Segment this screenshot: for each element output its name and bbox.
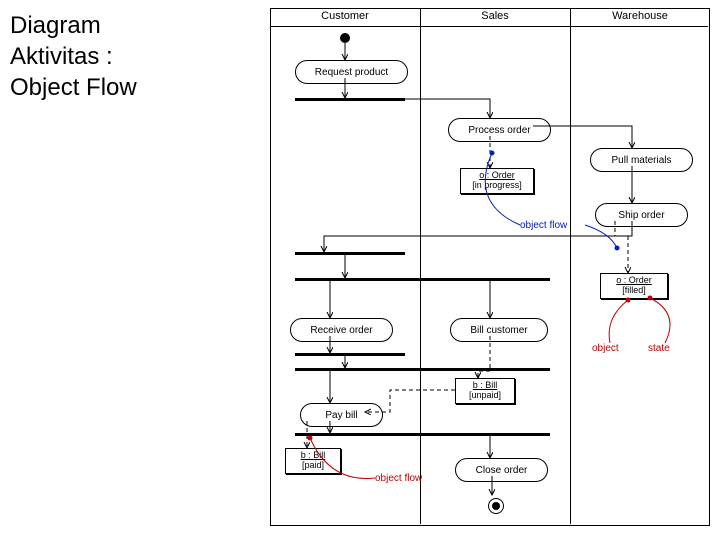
activity-receive: Receive order	[290, 318, 393, 342]
annotation-label: object flow	[375, 473, 422, 484]
activity-diagram: Customer Sales Warehouse Request product…	[270, 8, 710, 528]
activity-close: Close order	[455, 458, 548, 482]
final-node	[488, 498, 504, 514]
activity-ship: Ship order	[595, 203, 688, 227]
header-separator	[270, 26, 708, 27]
title-line1: DiagramAktivitas :Object Flow	[10, 12, 137, 101]
object-order_prog: o : Order[in progress]	[460, 168, 534, 194]
object-order_fill: o : Order[filled]	[600, 273, 668, 299]
activity-process: Process order	[448, 118, 551, 142]
page-title: DiagramAktivitas :Object Flow	[10, 10, 137, 104]
object-bill_paid: b : Bill[paid]	[285, 448, 341, 474]
annotation-label: object flow	[520, 220, 567, 231]
object-bill_unpaid: b : Bill[unpaid]	[455, 378, 515, 404]
sync-bar	[295, 98, 405, 101]
sync-bar	[295, 368, 550, 371]
annotation-label: object	[592, 343, 619, 354]
activity-request: Request product	[295, 60, 408, 84]
sync-bar	[295, 278, 550, 281]
activity-pull: Pull materials	[590, 148, 693, 172]
sync-bar	[295, 353, 405, 356]
activity-paybill: Pay bill	[300, 403, 383, 427]
activity-billcust: Bill customer	[450, 318, 548, 342]
sync-bar	[295, 433, 550, 436]
swimlane-header-customer: Customer	[270, 10, 420, 22]
initial-node	[340, 33, 350, 43]
sync-bar	[295, 252, 405, 255]
annotation-label: state	[648, 343, 670, 354]
swimlane-header-warehouse: Warehouse	[570, 10, 710, 22]
swimlane-header-sales: Sales	[420, 10, 570, 22]
swimlane-divider-2	[570, 8, 571, 524]
swimlane-divider-1	[420, 8, 421, 524]
